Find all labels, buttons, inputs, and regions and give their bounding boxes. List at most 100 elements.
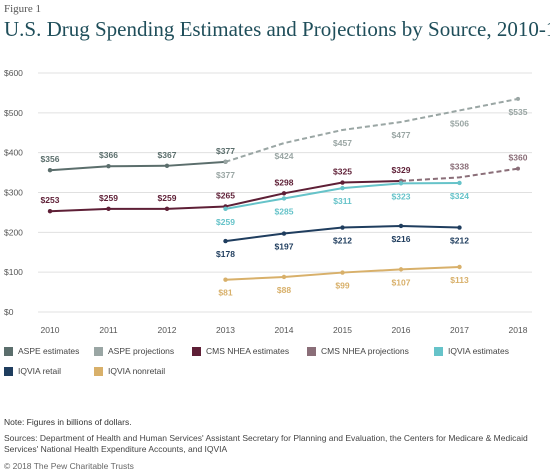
data-label: $113	[450, 275, 469, 285]
data-label: $360	[509, 153, 528, 163]
legend-swatch	[94, 346, 103, 356]
legend-swatch	[4, 366, 13, 376]
data-label: $367	[158, 150, 177, 160]
data-point	[398, 267, 404, 272]
x-tick-label: 2017	[450, 325, 469, 335]
data-point	[398, 223, 404, 229]
data-label: $298	[275, 177, 294, 187]
y-tick-label: $100	[4, 267, 23, 277]
data-label: $259	[216, 217, 235, 227]
data-label: $506	[450, 118, 469, 128]
data-label: $212	[450, 236, 469, 246]
series-line	[49, 160, 226, 172]
x-tick-label: 2016	[392, 325, 411, 335]
data-point	[223, 159, 228, 164]
legend-swatch	[307, 346, 316, 356]
x-tick-label: 2015	[333, 325, 352, 335]
data-point	[223, 206, 228, 212]
data-label: $259	[99, 193, 118, 203]
legend-label: CMS NHEA estimates	[206, 346, 290, 356]
y-tick-label: $400	[4, 148, 23, 158]
data-point	[457, 264, 462, 270]
legend-swatch	[434, 346, 443, 356]
legend-label: ASPE estimates	[18, 346, 80, 356]
legend-swatch	[94, 366, 103, 376]
legend-label: IQVIA retail	[18, 366, 61, 376]
data-label: $197	[275, 242, 294, 252]
chart-sources: Sources: Department of Health and Human …	[4, 433, 528, 454]
data-point	[106, 206, 111, 212]
data-point	[164, 206, 170, 212]
data-label: $329	[392, 165, 411, 175]
data-label: $535	[509, 107, 528, 117]
x-tick-label: 2011	[99, 325, 118, 335]
data-point	[281, 231, 287, 236]
data-point	[223, 277, 228, 282]
data-label: $178	[216, 249, 235, 259]
x-tick-label: 2010	[41, 325, 60, 335]
y-tick-label: $500	[4, 108, 23, 118]
legend-swatch	[192, 346, 201, 356]
data-label: $424	[275, 151, 294, 161]
legend-label: CMS NHEA projections	[321, 346, 409, 356]
y-tick-label: $0	[4, 307, 14, 317]
data-point	[106, 164, 111, 169]
line-chart: $0 $100 $200 $300 $400 $500 $600 2010 2011 2012 20…	[4, 68, 532, 335]
legend-label: ASPE projections	[108, 346, 175, 356]
data-label: $366	[99, 150, 118, 160]
data-point	[340, 270, 345, 275]
x-tick-label: 2012	[158, 325, 177, 335]
data-point	[340, 180, 345, 185]
data-label: $81	[218, 288, 232, 298]
data-point	[516, 166, 520, 171]
data-label: $253	[41, 195, 60, 205]
series-line	[225, 97, 519, 163]
series-line	[400, 167, 519, 182]
data-label: $377	[216, 170, 235, 180]
data-label: $324	[450, 191, 469, 201]
data-label: $216	[392, 234, 411, 244]
data-label: $212	[333, 236, 352, 246]
y-tick-label: $300	[4, 188, 23, 198]
data-point	[340, 185, 345, 191]
data-point	[457, 180, 462, 186]
x-tick-label: 2013	[216, 325, 235, 335]
legend-swatch	[4, 346, 13, 356]
chart-note: Note: Figures in billions of dollars.	[4, 417, 132, 427]
data-label: $457	[333, 138, 352, 148]
legend-item-cms-nhea-projections: CMS NHEA projections	[307, 346, 409, 356]
x-tick-label: 2018	[509, 325, 528, 335]
data-label: $338	[450, 161, 469, 171]
legend-item-cms-nhea-estimates: CMS NHEA estimates	[192, 346, 289, 356]
data-label: $88	[277, 285, 291, 295]
data-label: $323	[392, 191, 411, 201]
data-label: $377	[216, 146, 235, 156]
data-label: $285	[275, 206, 294, 216]
legend-label: IQVIA estimates	[448, 346, 509, 356]
data-point	[340, 225, 345, 230]
data-point	[223, 238, 228, 244]
data-label: $265	[216, 190, 235, 200]
data-label: $107	[392, 277, 411, 287]
data-point	[281, 274, 287, 280]
y-tick-label: $200	[4, 227, 23, 237]
data-point	[47, 167, 53, 173]
data-label: $356	[41, 154, 60, 164]
legend-item-iqvia-retail: IQVIA retail	[4, 366, 61, 376]
x-tick-label: 2014	[275, 325, 294, 335]
chart-title: U.S. Drug Spending Estimates and Project…	[4, 17, 550, 41]
legend-item-aspe-projections: ASPE projections	[94, 346, 174, 356]
legend-item-iqvia-estimates: IQVIA estimates	[434, 346, 509, 356]
figure-label: Figure 1	[4, 3, 41, 15]
legend-label: IQVIA nonretail	[108, 366, 166, 376]
data-point	[164, 163, 170, 169]
data-point	[281, 196, 287, 201]
data-point	[398, 181, 404, 186]
y-tick-label: $600	[4, 68, 23, 78]
data-point	[516, 96, 520, 101]
data-label: $477	[392, 130, 411, 140]
data-point	[47, 209, 53, 214]
data-label: $311	[333, 196, 352, 206]
copyright: © 2018 The Pew Charitable Trusts	[4, 461, 134, 471]
data-point	[457, 225, 462, 230]
